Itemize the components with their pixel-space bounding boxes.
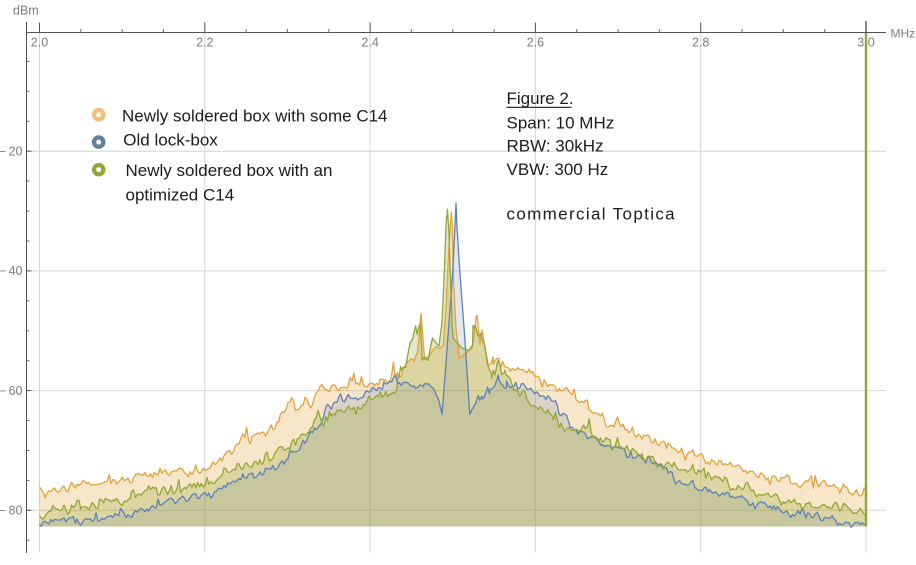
svg-text:3.0: 3.0 — [857, 36, 874, 50]
svg-text:commercial Toptica: commercial Toptica — [507, 204, 676, 223]
svg-text:2.8: 2.8 — [692, 36, 709, 50]
svg-text:Newly soldered box with an: Newly soldered box with an — [126, 161, 333, 180]
svg-text:Span: 10 MHz: Span: 10 MHz — [507, 113, 615, 132]
svg-text:Figure 2.: Figure 2. — [507, 89, 574, 108]
svg-text:Newly soldered box with some C: Newly soldered box with some C14 — [122, 107, 388, 126]
svg-text:2.0: 2.0 — [31, 36, 48, 50]
svg-text:− 80: − 80 — [0, 504, 23, 518]
svg-text:− 40: − 40 — [0, 264, 23, 278]
svg-text:RBW: 30kHz: RBW: 30kHz — [507, 137, 604, 156]
svg-text:− 20: − 20 — [0, 145, 23, 159]
svg-text:MHz: MHz — [891, 27, 916, 41]
svg-text:optimized C14: optimized C14 — [126, 185, 235, 204]
svg-text:2.6: 2.6 — [527, 36, 544, 50]
svg-text:VBW: 300 Hz: VBW: 300 Hz — [507, 160, 609, 179]
svg-text:2.4: 2.4 — [361, 36, 378, 50]
svg-text:− 60: − 60 — [0, 384, 23, 398]
svg-text:2.2: 2.2 — [196, 36, 213, 50]
svg-text:Old lock-box: Old lock-box — [123, 131, 218, 150]
svg-text:dBm: dBm — [13, 4, 39, 18]
